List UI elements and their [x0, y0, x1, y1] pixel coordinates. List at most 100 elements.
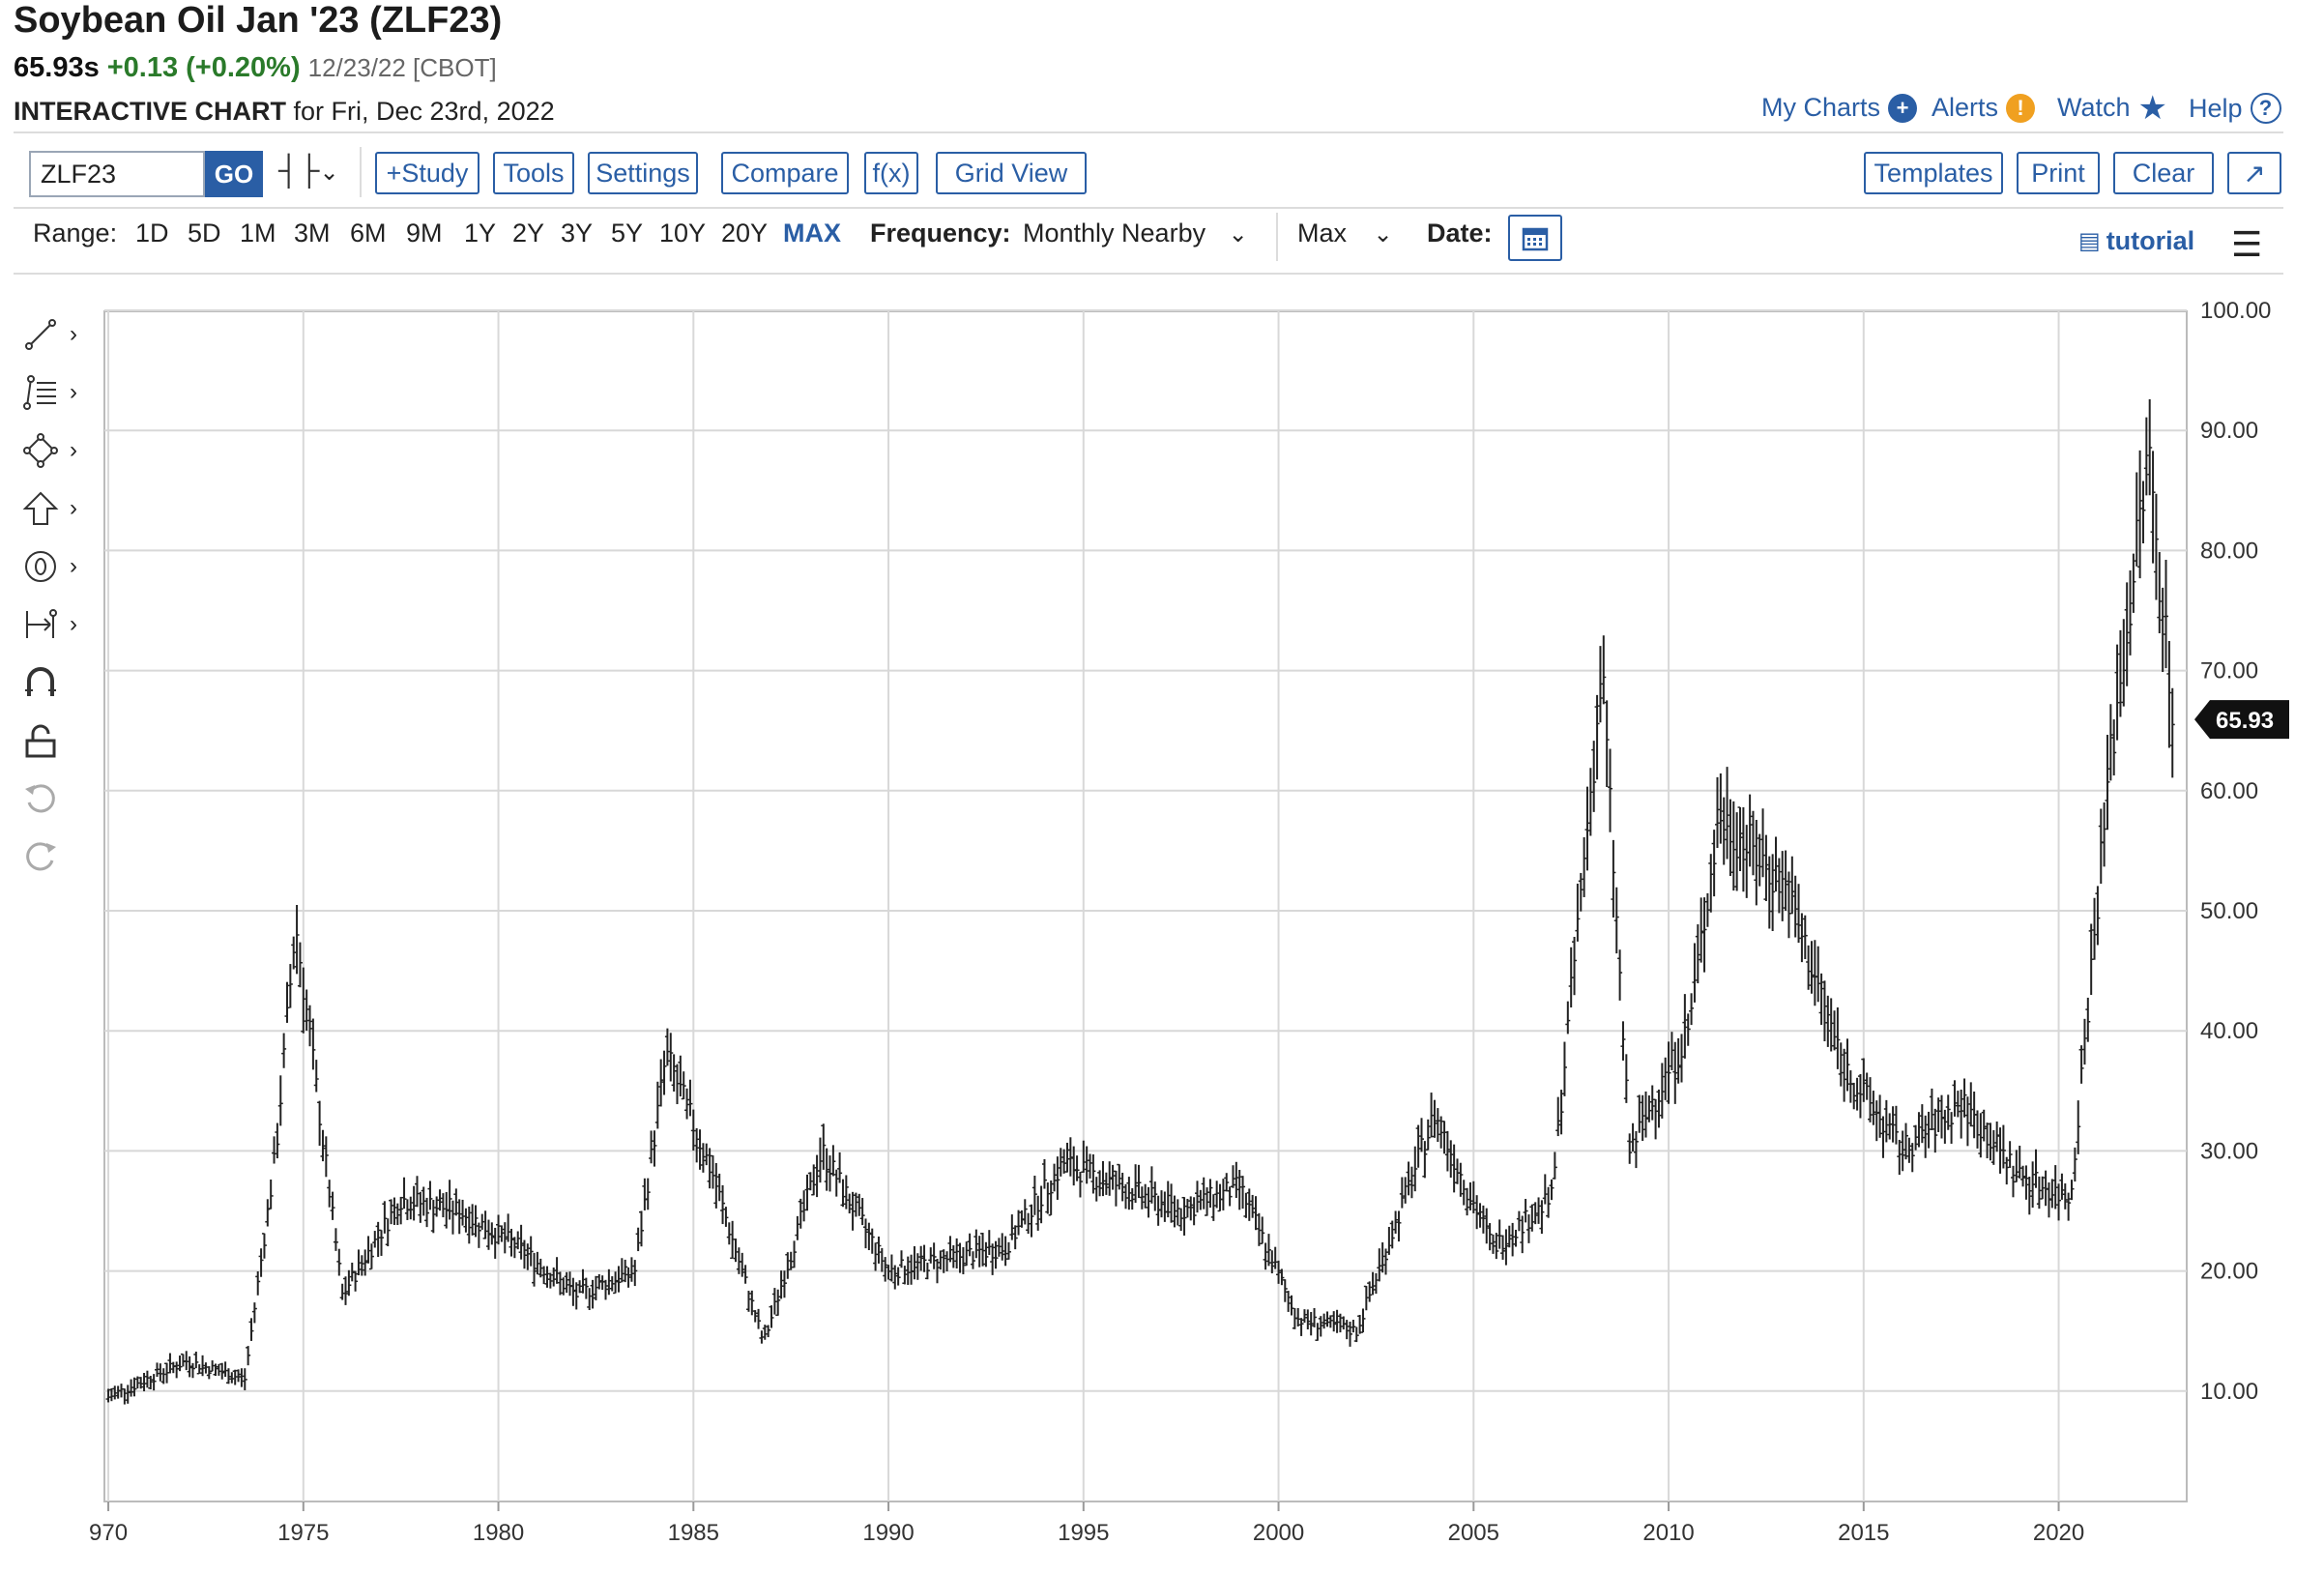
toolbar-divider: [14, 207, 2283, 209]
go-button[interactable]: GO: [205, 151, 263, 197]
chart-subtitle: INTERACTIVE CHART for Fri, Dec 23rd, 202…: [14, 97, 555, 127]
expand-icon[interactable]: ↗: [2227, 152, 2281, 194]
x-tick-label: 1985: [668, 1520, 719, 1546]
max-select[interactable]: Max ⌄: [1297, 219, 1393, 248]
range-divider: [14, 273, 2283, 275]
range-label: Range:: [33, 219, 118, 248]
tutorial-link[interactable]: ▤ tutorial: [2078, 226, 2194, 256]
arrow-up-icon: [22, 491, 59, 525]
ohlc-bar-icon: ┤├: [278, 155, 320, 187]
undo-icon: [25, 784, 55, 813]
film-icon: ▤: [2078, 228, 2101, 254]
chevron-right-icon: ›: [70, 611, 77, 637]
toolbar-separator: [360, 147, 362, 197]
alerts-link[interactable]: Alerts !: [1932, 93, 2036, 123]
compare-button[interactable]: Compare: [721, 152, 849, 194]
redo-icon: [26, 842, 56, 871]
chevron-down-icon: ⌄: [1228, 221, 1248, 248]
line-tool[interactable]: ›: [21, 313, 89, 356]
alerts-label: Alerts: [1932, 93, 1999, 122]
y-tick-label: 50.00: [2200, 898, 2258, 924]
clear-button[interactable]: Clear: [2113, 152, 2214, 194]
y-tick-label: 30.00: [2200, 1138, 2258, 1164]
range-1y[interactable]: 1Y: [464, 219, 497, 248]
print-button[interactable]: Print: [2017, 152, 2100, 194]
my-charts-link[interactable]: My Charts +: [1761, 93, 1918, 123]
settings-button[interactable]: Settings: [588, 152, 698, 194]
menu-icon[interactable]: ☰: [2231, 224, 2263, 264]
arrow-tool[interactable]: ›: [21, 487, 89, 530]
x-tick-label: 2010: [1642, 1520, 1694, 1546]
study-button[interactable]: +Study: [375, 152, 479, 194]
x-tick-label: 2000: [1253, 1520, 1304, 1546]
text-marker-icon: [25, 551, 56, 582]
x-tick-label: 2020: [2033, 1520, 2084, 1546]
last-price-marker: [2194, 700, 2289, 740]
redo-tool[interactable]: [21, 835, 89, 878]
measure-tool[interactable]: ›: [21, 603, 89, 646]
help-label: Help: [2189, 93, 2243, 123]
grid-view-button[interactable]: Grid View: [936, 152, 1087, 194]
templates-button[interactable]: Templates: [1864, 152, 2003, 194]
range-5y[interactable]: 5Y: [611, 219, 644, 248]
shape-icon: [23, 433, 58, 468]
calendar-icon[interactable]: [1508, 215, 1562, 261]
fx-button[interactable]: f(x): [864, 152, 918, 194]
x-tick-label: 2015: [1838, 1520, 1889, 1546]
unlock-icon: [25, 724, 56, 758]
star-icon: ★: [2137, 89, 2167, 127]
header-divider: [14, 131, 2283, 133]
symbol-input[interactable]: [29, 151, 205, 197]
chevron-right-icon: ›: [70, 321, 77, 347]
quote-date: 12/23/22 [CBOT]: [307, 53, 497, 82]
range-5d[interactable]: 5D: [188, 219, 221, 248]
frequency-value: Monthly Nearby: [1023, 219, 1206, 248]
tutorial-label: tutorial: [2106, 226, 2195, 255]
chart-label: INTERACTIVE CHART: [14, 97, 286, 126]
chevron-down-icon: ⌄: [1373, 221, 1393, 248]
plot-frame: [103, 310, 2188, 1502]
help-icon: ?: [2250, 93, 2281, 124]
y-tick-label: 90.00: [2200, 418, 2258, 444]
undo-tool[interactable]: [21, 777, 89, 820]
range-6m[interactable]: 6M: [350, 219, 387, 248]
page-title: Soybean Oil Jan '23 (ZLF23): [14, 0, 503, 41]
frequency-select[interactable]: Monthly Nearby ⌄: [1023, 219, 1248, 248]
y-tick-label: 80.00: [2200, 538, 2258, 564]
range-1d[interactable]: 1D: [135, 219, 169, 248]
y-tick-label: 100.00: [2200, 298, 2271, 324]
bar-type-selector[interactable]: ┤├⌄: [278, 155, 339, 188]
lock-tool[interactable]: [21, 719, 89, 762]
frequency-label: Frequency:: [870, 219, 1011, 248]
range-10y[interactable]: 10Y: [659, 219, 707, 248]
fib-tool[interactable]: ›: [21, 371, 89, 414]
range-3m[interactable]: 3M: [294, 219, 331, 248]
range-max[interactable]: MAX: [783, 219, 841, 248]
help-link[interactable]: Help ?: [2189, 93, 2281, 124]
alert-icon: !: [2006, 93, 2036, 123]
chevron-right-icon: ›: [70, 379, 77, 405]
chevron-down-icon: ⌄: [319, 160, 339, 186]
x-tick-label: 970: [89, 1520, 128, 1546]
y-tick-label: 70.00: [2200, 658, 2258, 685]
range-3y[interactable]: 3Y: [561, 219, 594, 248]
shape-tool[interactable]: ›: [21, 429, 89, 472]
chart-date: for Fri, Dec 23rd, 2022: [293, 97, 555, 126]
max-value: Max: [1297, 219, 1348, 248]
watch-link[interactable]: Watch ★: [2057, 89, 2167, 127]
quote-line: 65.93s +0.13 (+0.20%) 12/23/22 [CBOT]: [14, 52, 497, 84]
watch-label: Watch: [2057, 93, 2131, 122]
range-20y[interactable]: 20Y: [721, 219, 769, 248]
text-tool[interactable]: ›: [21, 545, 89, 588]
plus-circle-icon: +: [1888, 93, 1918, 123]
range-9m[interactable]: 9M: [406, 219, 443, 248]
y-tick-label: 20.00: [2200, 1259, 2258, 1285]
range-1m[interactable]: 1M: [240, 219, 276, 248]
fibonacci-icon: [23, 375, 56, 410]
tools-button[interactable]: Tools: [493, 152, 574, 194]
range-2y[interactable]: 2Y: [512, 219, 545, 248]
magnet-tool[interactable]: [21, 661, 89, 704]
last-price-label: 65.93: [2216, 708, 2274, 734]
y-tick-label: 60.00: [2200, 778, 2258, 804]
